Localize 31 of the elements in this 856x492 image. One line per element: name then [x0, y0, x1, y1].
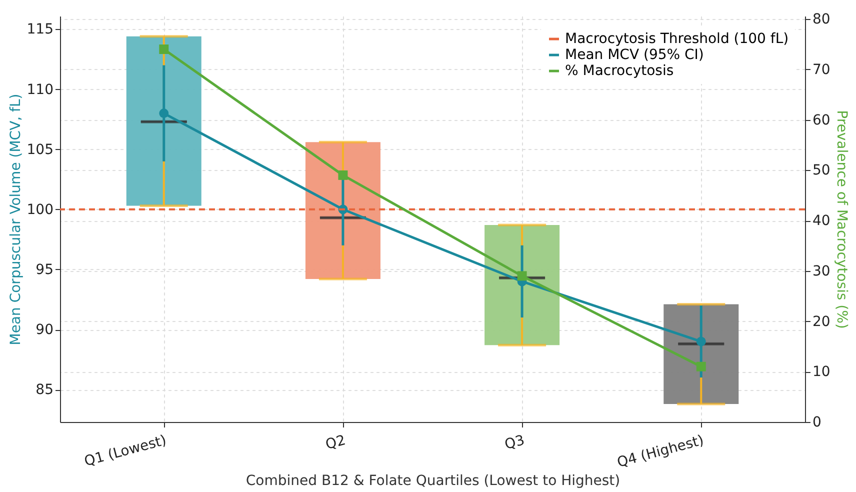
- point: [338, 170, 348, 180]
- point: [696, 336, 706, 346]
- bar: [126, 36, 202, 206]
- y2-tick-label: 30: [812, 263, 830, 280]
- y-tick-label: 85: [36, 382, 54, 398]
- y2-tick-label: 10: [812, 364, 830, 380]
- point: [159, 108, 169, 118]
- y2-axis-title: Prevalence of Macrocytosis (%): [833, 110, 850, 329]
- y-tick-label: 105: [26, 142, 54, 158]
- y2-tick-label: 80: [812, 12, 830, 28]
- y2-tick-label: 70: [812, 62, 830, 78]
- y2-tick-label: 60: [812, 112, 830, 128]
- y-tick-label: 95: [36, 262, 54, 278]
- x-axis-title: Combined B12 & Folate Quartiles (Lowest to Highest): [246, 473, 620, 490]
- legend-label: % Macrocytosis: [565, 63, 674, 79]
- y2-tick-label: 0: [812, 414, 822, 430]
- y-tick-label: 115: [26, 22, 54, 38]
- y2-tick-label: 20: [812, 314, 830, 330]
- point: [517, 271, 527, 281]
- y-tick-label: 90: [36, 322, 54, 338]
- x-tick-label: Q2: [324, 432, 348, 454]
- legend-label: Macrocytosis Threshold (100 fL): [565, 31, 789, 47]
- point: [696, 362, 706, 372]
- point: [159, 44, 169, 54]
- y-axis-title: Mean Corpuscular Volume (MCV, fL): [8, 94, 24, 346]
- y2-tick-label: 50: [812, 162, 830, 179]
- legend-label: Mean MCV (95% CI): [565, 47, 704, 63]
- x-tick-label: Q3: [503, 432, 526, 454]
- y-tick-label: 110: [26, 82, 54, 98]
- y-tick-label: 100: [26, 202, 54, 218]
- y2-tick-label: 40: [812, 213, 830, 230]
